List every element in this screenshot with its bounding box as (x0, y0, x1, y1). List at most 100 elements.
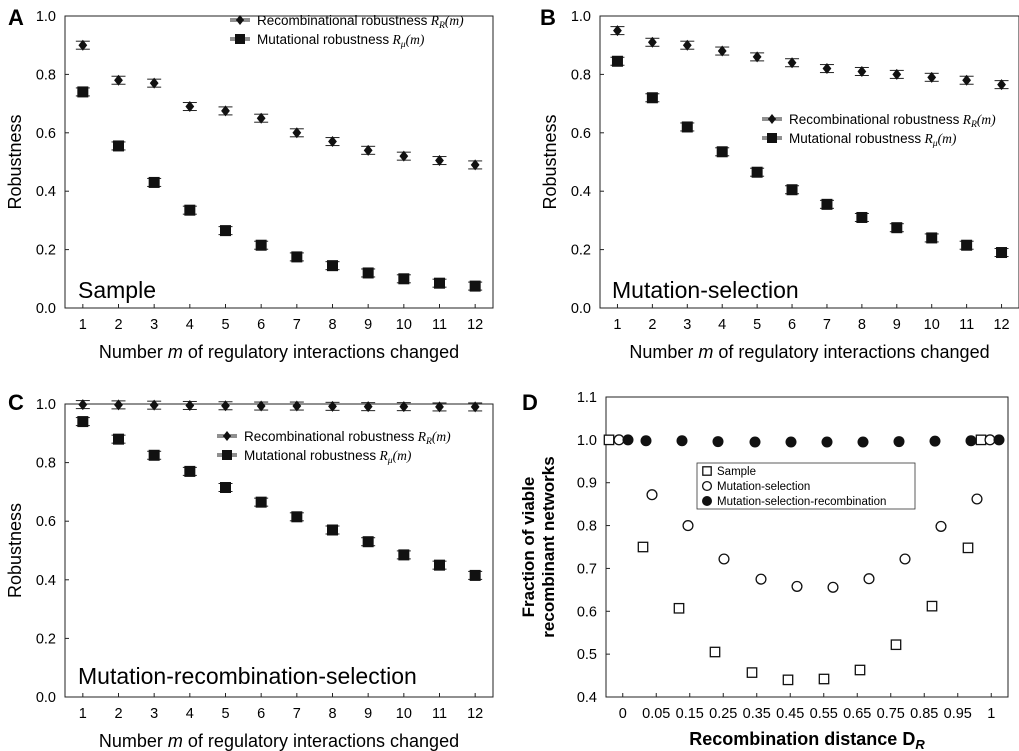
y-tick-label: 1.0 (36, 397, 56, 413)
y-tick-label: 0.6 (577, 604, 597, 620)
data-point (220, 482, 231, 494)
x-tick-label: 3 (150, 317, 158, 333)
data-point (291, 251, 303, 263)
legend-marker (235, 34, 245, 44)
y-axis-label: Robustness (540, 114, 560, 209)
data-point (856, 211, 868, 223)
data-point (469, 569, 481, 581)
data-point (752, 51, 762, 63)
y-tick-label: 0.4 (571, 184, 591, 200)
series-square (75, 86, 483, 292)
legend-label: Mutational robustness Rμ(m) (789, 131, 957, 149)
data-point (854, 664, 866, 676)
data-point (637, 541, 649, 553)
x-tick-label: 6 (257, 317, 265, 333)
y-tick-label: 0.5 (577, 647, 597, 663)
data-point (149, 77, 159, 89)
data-point (929, 435, 941, 447)
x-tick-label: 5 (221, 317, 229, 333)
panel-title: Sample (78, 277, 156, 303)
data-point (398, 273, 410, 285)
y-tick-label: 0.2 (571, 243, 591, 259)
x-tick-label: 7 (823, 317, 831, 333)
y-tick-label: 0.9 (577, 476, 597, 492)
data-point (899, 553, 911, 565)
data-point (184, 465, 196, 477)
y-tick-label: 0.0 (36, 301, 56, 317)
x-tick-label: 0.85 (910, 706, 938, 722)
data-point (712, 436, 724, 448)
data-point (77, 416, 89, 428)
panel-label: B (540, 5, 556, 30)
legend-marker (223, 431, 231, 441)
data-point (821, 198, 833, 210)
y-tick-label: 0.4 (36, 184, 56, 200)
data-point (890, 639, 902, 651)
data-point (646, 92, 658, 104)
y-tick-label: 0.4 (36, 573, 56, 589)
series-diamond (75, 399, 483, 413)
x-tick-label: 0 (619, 706, 627, 722)
legend-label: Recombinational robustness RR(m) (789, 112, 996, 130)
x-tick-label: 0.05 (642, 706, 670, 722)
y-tick-label: 0.6 (36, 514, 56, 530)
data-point (893, 436, 905, 448)
plot-frame (64, 403, 494, 698)
data-point (114, 399, 123, 411)
data-point (682, 39, 692, 51)
x-tick-label: 2 (114, 317, 122, 333)
data-point (77, 86, 89, 98)
y-tick-label: 0.8 (36, 456, 56, 472)
data-point (78, 399, 88, 411)
y-axis-label: Robustness (5, 503, 25, 598)
x-tick-label: 12 (467, 706, 483, 722)
data-point (148, 176, 160, 188)
y-tick-label: 0.4 (577, 690, 597, 706)
data-point (975, 434, 987, 446)
x-tick-label: 0.25 (709, 706, 737, 722)
x-tick-label: 11 (959, 317, 974, 333)
data-point (255, 496, 267, 508)
y-tick-label: 0.2 (36, 243, 56, 259)
data-point (746, 667, 758, 678)
data-point (718, 553, 730, 565)
y-tick-label: 0.8 (577, 519, 597, 535)
x-axis-label: Number m of regulatory interactions chan… (99, 731, 459, 751)
y-axis-label: Robustness (5, 114, 25, 209)
y-tick-label: 0.7 (577, 561, 597, 577)
panel-label: C (8, 390, 24, 415)
legend-label: Recombinational robustness RR(m) (244, 429, 451, 447)
y-tick-label: 0.8 (571, 67, 591, 83)
y-tick-label: 0.0 (571, 301, 591, 317)
legend-label: Mutation-selection-recombination (717, 496, 886, 508)
data-point (622, 434, 634, 446)
y-tick-label: 1.0 (571, 9, 591, 25)
x-tick-label: 1 (79, 317, 87, 333)
data-point (822, 63, 832, 75)
x-tick-label: 1 (79, 706, 87, 722)
data-point (611, 55, 623, 67)
data-point (221, 105, 230, 117)
data-point (749, 436, 761, 448)
data-point (470, 401, 480, 413)
data-point (717, 45, 727, 57)
x-tick-label: 0.45 (776, 706, 804, 722)
data-point (328, 400, 337, 412)
data-point (399, 401, 409, 413)
panel-label: A (8, 5, 24, 30)
series-open-circle (613, 434, 996, 593)
data-point (362, 267, 374, 279)
x-axis-label: Number m of regulatory interactions chan… (99, 342, 459, 362)
x-tick-label: 1 (613, 317, 621, 333)
data-point (647, 36, 657, 48)
legend-marker (702, 496, 712, 506)
panel-title: Mutation-recombination-selection (78, 663, 417, 689)
data-point (184, 204, 196, 216)
x-tick-label: 11 (432, 317, 447, 333)
data-point (993, 434, 1005, 446)
x-tick-label: 12 (993, 317, 1009, 333)
x-tick-label: 3 (683, 317, 691, 333)
data-point (292, 400, 302, 412)
panel-d: D 0.4 0.5 0.6 0.7 0.8 0.9 1.0 1.1 0 0.05 0.15 0.25 0.… (519, 390, 1009, 751)
data-point (221, 400, 230, 412)
